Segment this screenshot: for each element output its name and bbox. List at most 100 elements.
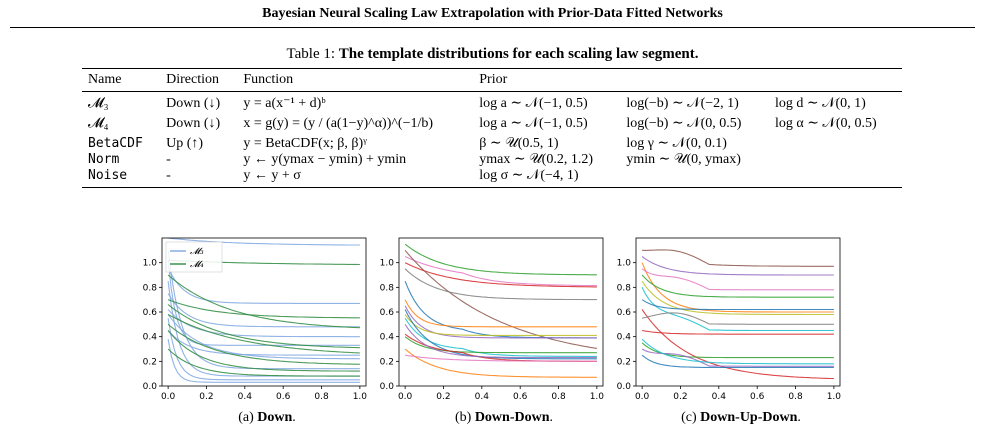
plot-down-down: 0.0 0.2 0.4 0.6 0.8 1.0 0.0 0.2 0.4 0.6 0.8 1.0 — [377, 236, 607, 408]
cell-prior: log a ∼ 𝒩(−1, 0.5) — [479, 116, 588, 131]
y-tick-label: 0.2 — [143, 357, 157, 367]
series-line-10 — [641, 329, 834, 335]
series-line-15 — [167, 314, 360, 354]
cell-prior: ymin ∼ 𝒰(0, ymax) — [626, 152, 741, 167]
series-line-8 — [404, 314, 597, 336]
subcaption-a-prefix: (a) — [238, 410, 258, 425]
series-line-0 — [404, 243, 597, 276]
cell-prior — [769, 152, 902, 168]
y-tick-label: 0.6 — [617, 308, 632, 318]
header-rule — [10, 27, 975, 28]
x-tick-label: 0.2 — [199, 392, 213, 402]
cell-direction: Down (↓) — [166, 116, 221, 131]
x-tick-label: 1.0 — [827, 392, 842, 402]
chart-down-down: 0.0 0.2 0.4 0.6 0.8 1.0 0.0 0.2 0.4 0.6 0.8 1.0 — [380, 237, 604, 402]
y-tick-label: 0.0 — [617, 382, 632, 392]
cell-direction: - — [166, 152, 171, 167]
series-line-6 — [404, 299, 597, 328]
plot-down-up-down: 0.0 0.2 0.4 0.6 0.8 1.0 0.0 0.2 0.4 0.6 0.8 1.0 — [614, 236, 844, 408]
y-tick-label: 0.8 — [617, 283, 632, 293]
header-prior: Prior — [473, 68, 902, 92]
cell-prior: log α ∼ 𝒩(0, 0.5) — [774, 116, 877, 131]
subcaption-c-title: Down-Up-Down — [700, 410, 798, 425]
series-line-0 — [642, 249, 834, 267]
series-line-14 — [404, 323, 597, 359]
series-line-8 — [641, 299, 834, 311]
template-distributions-table: Name Direction Function Prior 𝓜₃ Down (↓… — [82, 68, 902, 188]
x-tick-label: 0.0 — [161, 392, 176, 402]
series-line-10 — [167, 338, 360, 383]
cell-name: Norm — [88, 152, 120, 167]
y-tick-label: 0.8 — [143, 283, 158, 293]
series-line-3 — [167, 309, 360, 338]
series-line-2 — [404, 262, 597, 288]
subcaption-c-prefix: (c) — [681, 410, 701, 425]
x-tick-label: 0.8 — [314, 392, 329, 402]
x-tick-label: 0.0 — [398, 392, 413, 402]
table-row: BetaCDF Up (↑) y = BetaCDF(x; β, β)ᵞ β ∼… — [82, 136, 902, 152]
cell-name: BetaCDF — [88, 136, 143, 151]
subcaption-a-title: Down — [257, 410, 293, 425]
x-tick-label: 0.2 — [673, 392, 687, 402]
x-tick-label: 0.4 — [238, 392, 253, 402]
y-tick-label: 1.0 — [380, 259, 395, 269]
plot-down: 0.0 0.2 0.4 0.6 0.8 1.0 0.0 0.2 0.4 0.6 0.8 1.0 𝓜₃ 𝓜₄ — [140, 236, 370, 408]
table-row: 𝓜₄ Down (↓) x = g(y) = (y / (a(1−y)^α))^… — [82, 112, 902, 136]
table-caption-prefix: Table 1: — [286, 46, 339, 62]
cell-prior: ymax ∼ 𝒰(0.2, 1.2) — [479, 152, 594, 167]
x-tick-label: 0.6 — [276, 392, 291, 402]
subcaption-c-suffix: . — [797, 410, 801, 425]
y-tick-label: 0.4 — [617, 333, 632, 343]
x-tick-label: 0.6 — [513, 392, 528, 402]
series-line-1 — [641, 256, 834, 276]
y-tick-label: 0.2 — [617, 357, 631, 367]
series-group — [641, 249, 834, 380]
y-tick-label: 0.4 — [143, 333, 158, 343]
subcaption-b: (b) Down-Down. — [404, 410, 604, 426]
table-row: Noise - y ← y + σ log σ ∼ 𝒩(−4, 1) — [82, 168, 902, 188]
series-line-3 — [404, 249, 597, 349]
series-line-4 — [404, 268, 597, 301]
series-line-12 — [167, 299, 360, 319]
y-tick-label: 0.4 — [380, 333, 395, 343]
series-line-7 — [641, 309, 834, 380]
series-line-0 — [168, 237, 360, 246]
header-direction: Direction — [160, 68, 238, 92]
series-line-13 — [641, 354, 834, 369]
series-group — [404, 243, 597, 378]
x-tick-label: 0.6 — [750, 392, 765, 402]
series-line-3 — [641, 268, 834, 291]
cell-prior: β ∼ 𝒰(0.5, 1) — [479, 136, 559, 151]
table-caption-title: The template distributions for each scal… — [338, 46, 699, 62]
series-line-5 — [167, 250, 360, 370]
series-line-18 — [167, 348, 360, 377]
series-line-4 — [167, 314, 360, 360]
legend-label: 𝓜₃ — [190, 247, 204, 257]
table-row: 𝓜₃ Down (↓) y = a(x⁻¹ + d)ᵇ log a ∼ 𝒩(−1… — [82, 92, 902, 113]
series-line-17 — [167, 330, 360, 372]
series-line-7 — [167, 318, 360, 381]
cell-prior — [620, 168, 769, 188]
subcaption-c: (c) Down-Up-Down. — [641, 410, 841, 426]
y-tick-label: 0.0 — [143, 382, 158, 392]
series-line-16 — [167, 323, 360, 365]
header-function: Function — [237, 68, 474, 92]
subcaption-a: (a) Down. — [167, 410, 367, 426]
cell-prior: log γ ∼ 𝒩(0, 0.1) — [626, 136, 727, 151]
cell-prior: log a ∼ 𝒩(−1, 0.5) — [479, 96, 588, 111]
y-tick-label: 0.6 — [380, 308, 395, 318]
cell-name: Noise — [82, 168, 161, 188]
series-line-12 — [404, 336, 597, 354]
cell-direction: - — [160, 168, 238, 188]
y-tick-label: 0.8 — [380, 283, 395, 293]
series-line-11 — [641, 342, 834, 359]
cell-function: x = g(y) = (y / (a(1−y)^α))^(−1/b) — [243, 116, 434, 131]
x-tick-label: 0.4 — [475, 392, 490, 402]
cell-prior — [768, 168, 902, 188]
legend-box — [165, 241, 223, 273]
series-line-13 — [167, 274, 360, 329]
table-caption: Table 1: The template distributions for … — [0, 46, 985, 63]
y-tick-label: 0.2 — [380, 357, 394, 367]
subcaption-b-title: Down-Down — [474, 410, 550, 425]
cell-prior: log(−b) ∼ 𝒩(0, 0.5) — [626, 116, 742, 131]
